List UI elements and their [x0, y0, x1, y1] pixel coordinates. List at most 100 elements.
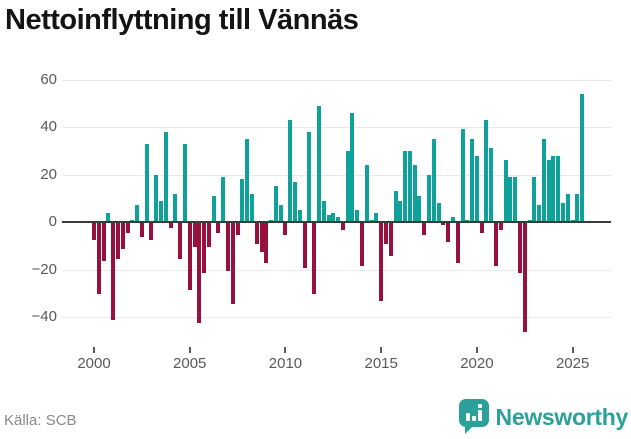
newsworthy-wordmark: Newsworthy	[495, 403, 629, 430]
x-axis-label: 2010	[268, 355, 303, 372]
x-axis-tick	[93, 347, 95, 353]
bar	[551, 155, 556, 222]
bar	[513, 176, 518, 222]
plot-area: 60 40 20 0 −20 −40 2000 2005 2010 2015 2020 2025	[32, 70, 611, 372]
bar	[149, 223, 154, 240]
gridline	[62, 317, 611, 318]
bar	[273, 186, 278, 222]
bar	[288, 119, 293, 222]
bar	[484, 119, 489, 222]
bar	[206, 223, 211, 247]
bar	[336, 217, 341, 222]
y-axis-label: 20	[40, 165, 57, 183]
bar	[264, 223, 269, 264]
chart-title: Nettoinflyttning till Vännäs	[5, 4, 359, 36]
bar	[211, 195, 216, 222]
gridline	[62, 269, 611, 271]
bar	[178, 223, 183, 259]
bar	[163, 131, 168, 222]
bar	[422, 223, 427, 235]
bar	[307, 131, 312, 222]
bar	[364, 165, 369, 222]
y-axis-label: −20	[31, 260, 57, 278]
bar	[350, 112, 355, 222]
gridline	[62, 79, 611, 81]
bar	[541, 138, 546, 222]
x-axis-label: 2005	[173, 355, 207, 372]
bar-chart-pin-icon	[458, 399, 489, 435]
bar	[398, 200, 403, 222]
bar	[570, 219, 575, 222]
x-axis-label: 2025	[555, 355, 590, 372]
bar	[92, 223, 96, 240]
bar	[321, 200, 326, 222]
bar	[111, 223, 116, 321]
bar	[216, 223, 221, 233]
bar	[101, 223, 106, 261]
bar	[168, 223, 173, 228]
bar	[465, 219, 470, 222]
bar	[556, 155, 561, 222]
bar	[517, 223, 522, 273]
bar	[470, 138, 475, 222]
bar	[527, 219, 532, 222]
bar	[474, 155, 479, 222]
x-axis-tick	[284, 347, 287, 353]
bar	[269, 219, 274, 222]
bar	[412, 165, 417, 222]
bar	[407, 150, 412, 222]
x-axis-tick	[571, 347, 574, 353]
bar	[125, 223, 130, 233]
bar	[494, 223, 499, 266]
bar	[144, 143, 149, 222]
bar	[302, 223, 307, 269]
zero-line	[62, 221, 611, 223]
bar	[106, 212, 111, 222]
bar	[159, 200, 163, 222]
bar	[427, 174, 432, 222]
bar	[115, 223, 120, 259]
bar	[254, 223, 259, 245]
bar	[249, 193, 254, 222]
y-axis-label: 0	[48, 213, 57, 230]
bar	[498, 223, 503, 231]
source-label: Källa: SCB	[4, 412, 77, 429]
bar	[532, 176, 537, 222]
x-axis-tick	[188, 347, 191, 353]
bar	[360, 223, 365, 266]
bar	[537, 205, 542, 222]
bar	[561, 203, 566, 222]
bar	[436, 203, 441, 222]
x-axis-label: 2000	[77, 355, 111, 372]
bar	[173, 193, 178, 222]
y-axis-label: 40	[40, 118, 57, 135]
bar	[546, 160, 551, 222]
bar	[450, 217, 455, 222]
x-axis-tick	[380, 347, 383, 353]
bar	[187, 223, 192, 290]
bar	[403, 150, 408, 222]
bar	[388, 223, 393, 257]
bar	[240, 179, 245, 222]
bar	[340, 223, 345, 231]
bar	[369, 219, 374, 222]
bar	[235, 223, 240, 235]
bar	[455, 223, 460, 264]
bar	[446, 223, 451, 242]
bar	[96, 223, 101, 295]
newsworthy-logo[interactable]: Newsworthy	[458, 399, 629, 435]
x-axis-label: 2015	[364, 355, 398, 372]
bar	[293, 181, 298, 222]
bar	[479, 223, 484, 233]
bar	[120, 223, 125, 250]
bar	[154, 174, 159, 222]
bar	[575, 193, 580, 222]
bar	[312, 223, 317, 295]
bar	[245, 138, 250, 222]
bar	[259, 223, 264, 252]
bar	[345, 150, 350, 222]
bar	[221, 176, 226, 222]
logo-dot	[477, 404, 482, 408]
bar	[192, 223, 197, 247]
